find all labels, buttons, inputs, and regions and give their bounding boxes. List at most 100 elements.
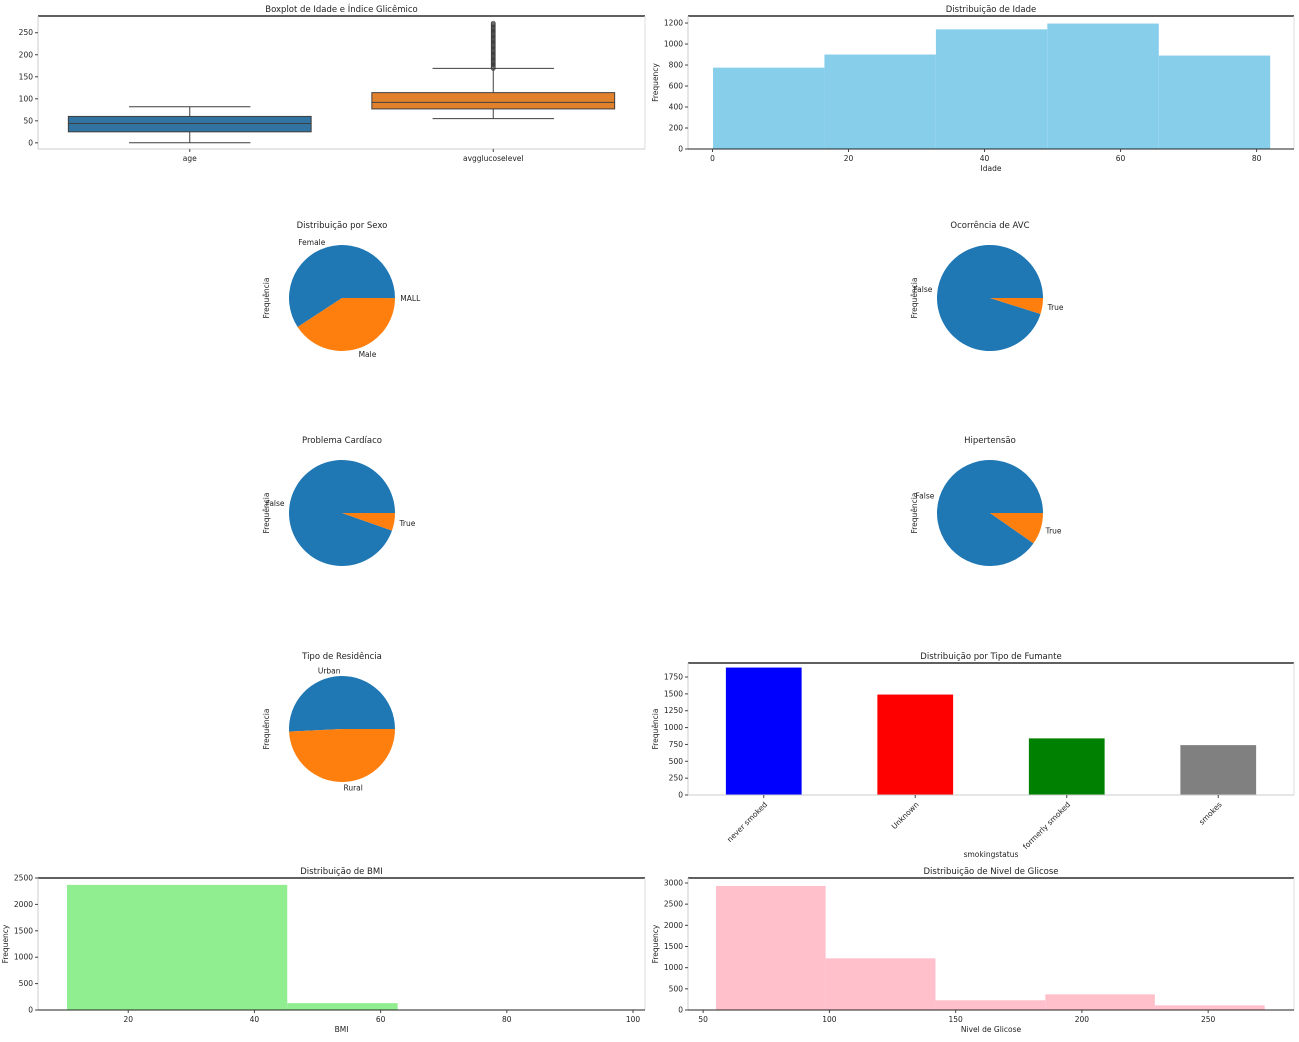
y-tick-label: 50 bbox=[23, 116, 33, 125]
x-tick-label: avgglucoselevel bbox=[463, 154, 523, 163]
y-tick-label: 0 bbox=[678, 1006, 683, 1015]
y-tick-label: 250 bbox=[669, 774, 684, 783]
chart-0: Boxplot de Idade e Índice Glicêmico 0 50 10… bbox=[19, 3, 645, 163]
y-axis-label: Frequência bbox=[651, 709, 660, 750]
histogram-bar bbox=[935, 1000, 1045, 1010]
histogram-bar bbox=[1155, 1005, 1265, 1010]
histogram-bar bbox=[826, 958, 936, 1010]
y-tick-label: 1000 bbox=[664, 40, 683, 49]
y-tick-label: 750 bbox=[669, 740, 684, 749]
histogram-bar bbox=[936, 29, 1047, 149]
histogram-bar bbox=[287, 1003, 397, 1010]
y-tick-label: 0 bbox=[28, 1006, 33, 1015]
x-tick-label: 80 bbox=[502, 1015, 512, 1024]
y-tick-label: 3000 bbox=[664, 878, 683, 887]
x-axis-label: smokingstatus bbox=[964, 850, 1019, 859]
y-tick-label: 1000 bbox=[14, 953, 33, 962]
y-tick-label: 600 bbox=[669, 82, 684, 91]
bar-smokes bbox=[1180, 745, 1256, 795]
x-tick-label: 40 bbox=[980, 154, 990, 163]
chart-title: Distribuição de BMI bbox=[300, 867, 382, 877]
y-tick-label: 2000 bbox=[14, 900, 33, 909]
histogram-bar bbox=[713, 68, 824, 149]
chart-title: Ocorrência de AVC bbox=[950, 220, 1029, 231]
x-tick-label: 60 bbox=[376, 1015, 386, 1024]
y-tick-label: 1500 bbox=[664, 942, 683, 951]
chart-title: Distribuição de Idade bbox=[946, 5, 1037, 15]
x-axis-label: Idade bbox=[981, 164, 1002, 173]
box-iqr bbox=[68, 116, 311, 131]
chart-title: Distribuição de Nivel de Glicose bbox=[924, 867, 1059, 877]
chart-title: Distribuição por Tipo de Fumante bbox=[920, 652, 1061, 662]
chart-title: Problema Cardíaco bbox=[302, 436, 382, 446]
y-tick-label: 400 bbox=[669, 103, 684, 112]
y-axis-label: Frequency bbox=[1, 924, 10, 963]
y-tick-label: 500 bbox=[669, 984, 684, 993]
y-tick-label: 1250 bbox=[664, 706, 683, 715]
pie-label: Male bbox=[359, 350, 377, 359]
y-tick-label: 0 bbox=[678, 145, 683, 154]
y-axis-label: Frequência bbox=[910, 278, 919, 319]
x-tick-label: 20 bbox=[123, 1015, 133, 1024]
pie-label: Urban bbox=[318, 667, 341, 676]
pie-label: Female bbox=[298, 238, 326, 247]
pie-label: True bbox=[1045, 526, 1062, 535]
pie-label: False bbox=[914, 285, 933, 294]
bar-never-smoked bbox=[726, 668, 802, 795]
chart-title: Boxplot de Idade e Índice Glicêmico bbox=[265, 3, 417, 15]
x-tick-label: formerly smoked bbox=[1021, 800, 1072, 851]
x-axis-label: BMI bbox=[335, 1025, 349, 1034]
histogram-bar bbox=[716, 886, 826, 1010]
y-tick-label: 1200 bbox=[664, 19, 683, 28]
x-axis-label: Nivel de Glicose bbox=[961, 1025, 1022, 1034]
box-age bbox=[68, 107, 311, 143]
y-tick-label: 0 bbox=[678, 791, 683, 800]
y-tick-label: 2000 bbox=[664, 921, 683, 930]
pie-label: MALL bbox=[400, 294, 421, 303]
x-tick-label: 200 bbox=[1075, 1015, 1090, 1024]
y-tick-label: 0 bbox=[28, 138, 33, 147]
x-tick-label: 20 bbox=[844, 154, 854, 163]
x-tick-label: never smoked bbox=[725, 800, 769, 844]
y-tick-label: 500 bbox=[669, 757, 684, 766]
y-axis-label: Frequência bbox=[262, 709, 271, 750]
pie-slice bbox=[289, 676, 395, 732]
y-tick-label: 1500 bbox=[664, 689, 683, 698]
chart-7: Distribuição por Tipo de Fumante 0 250 500 7… bbox=[651, 652, 1294, 859]
pie-label: False bbox=[916, 492, 935, 501]
y-tick-label: 1750 bbox=[664, 673, 683, 682]
histogram-bar bbox=[824, 55, 935, 149]
y-tick-label: 1000 bbox=[664, 963, 683, 972]
pie-label: Rural bbox=[343, 783, 362, 792]
chart-6: Tipo de Residência Frequência Urban Rural bbox=[262, 651, 395, 792]
x-tick-label: 100 bbox=[626, 1015, 641, 1024]
box-avgglucoselevel bbox=[372, 21, 615, 118]
chart-title: Tipo de Residência bbox=[301, 651, 382, 662]
pie-label: True bbox=[1047, 303, 1064, 312]
y-tick-label: 800 bbox=[669, 61, 684, 70]
chart-9: Distribuição de Nivel de Glicose 0 500 1000… bbox=[651, 867, 1294, 1034]
x-tick-label: 150 bbox=[948, 1015, 963, 1024]
y-axis-label: Frequency bbox=[651, 924, 660, 963]
x-tick-label: 40 bbox=[250, 1015, 260, 1024]
x-tick-label: 80 bbox=[1252, 154, 1262, 163]
y-tick-label: 200 bbox=[19, 50, 34, 59]
bar-unknown bbox=[877, 695, 953, 795]
x-tick-label: 100 bbox=[822, 1015, 837, 1024]
y-tick-label: 1000 bbox=[664, 723, 683, 732]
bar-formerly-smoked bbox=[1029, 738, 1105, 795]
y-tick-label: 100 bbox=[19, 94, 34, 103]
x-tick-label: Unknown bbox=[890, 800, 921, 831]
pie-label: True bbox=[398, 519, 415, 528]
y-tick-label: 150 bbox=[19, 72, 34, 81]
chart-2: Distribuição por SexoFrequênciaFemaleMal… bbox=[262, 221, 421, 359]
histogram-bar bbox=[1045, 994, 1155, 1010]
chart-title: Distribuição por Sexo bbox=[297, 221, 388, 231]
histogram-bar bbox=[1047, 24, 1158, 149]
pie-slice bbox=[289, 729, 395, 782]
y-tick-label: 500 bbox=[19, 979, 34, 988]
